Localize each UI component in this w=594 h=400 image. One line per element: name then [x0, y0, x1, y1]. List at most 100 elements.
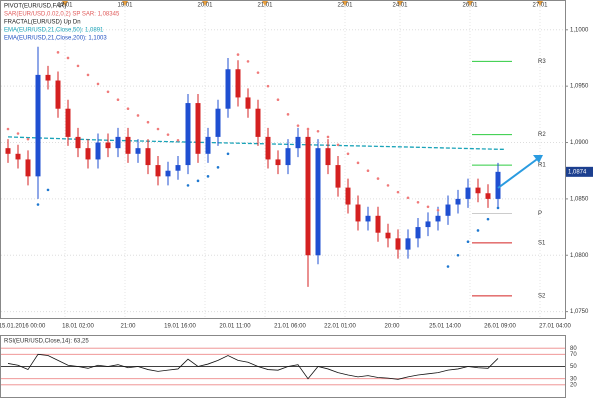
top-time-label: 24.01 — [392, 3, 408, 9]
bottom-time-label: 20.01 11:00 — [219, 324, 251, 330]
rsi-tick-label: 50 — [570, 364, 577, 370]
sar-dot — [246, 60, 250, 63]
candle-body — [415, 227, 421, 239]
y-tick-label: 1,0750 — [570, 309, 589, 315]
pivot-label: R1 — [538, 163, 546, 169]
bottom-time-label: 19.01 16:00 — [164, 324, 196, 330]
sar-dot — [436, 208, 440, 212]
projection-arrow — [497, 156, 541, 189]
sar-dot — [66, 56, 70, 60]
candle-body — [265, 136, 271, 160]
candle-body — [405, 238, 411, 250]
sar-dot — [206, 175, 210, 178]
sar-dot — [476, 229, 480, 232]
top-time-label: 20.01 — [197, 3, 213, 9]
period-marker — [202, 1, 208, 6]
sar-dot — [276, 98, 280, 101]
candle-body — [25, 159, 31, 177]
indicator-label: FRACTAL(EUR/USD) Up Dn — [4, 20, 81, 26]
rsi-title: RSI(EUR/USD,Close,14): 63,25 — [4, 339, 89, 345]
period-marker — [537, 1, 543, 6]
sar-dot — [296, 124, 300, 127]
sar-dot — [356, 161, 360, 165]
sar-dot — [176, 138, 180, 142]
candle-body — [385, 232, 391, 239]
candle-body — [5, 148, 11, 154]
candle-body — [165, 170, 171, 177]
sar-dot — [256, 71, 260, 74]
candle-body — [395, 238, 401, 250]
bottom-time-label: 20:00 — [384, 324, 400, 330]
sar-dot — [46, 188, 50, 192]
sar-dot — [346, 152, 350, 156]
sar-dot — [376, 177, 380, 180]
pivot-label: P — [538, 211, 542, 217]
period-marker — [342, 1, 348, 6]
sar-dot — [316, 129, 320, 133]
candle-body — [485, 193, 491, 199]
pivot-label: S1 — [538, 240, 546, 246]
candle-body — [455, 198, 461, 205]
candle-body — [215, 108, 221, 137]
sar-dot — [456, 253, 460, 257]
pivot-label: S2 — [538, 293, 546, 299]
sar-dot — [236, 53, 240, 56]
y-tick-label: 1,0800 — [570, 253, 589, 259]
price-label: 1,0874 — [568, 169, 587, 175]
top-time-label: 27.01 — [532, 3, 548, 9]
candle-body — [65, 108, 71, 137]
candle-body — [175, 165, 181, 171]
y-tick-label: 1,0900 — [570, 140, 589, 146]
sar-dot — [6, 127, 10, 131]
candle-body — [345, 187, 351, 205]
candle-body — [435, 215, 441, 222]
candle-body — [195, 103, 201, 154]
sar-dot — [336, 143, 340, 147]
sar-dot — [216, 166, 220, 169]
candle-body — [105, 142, 111, 149]
candle-body — [35, 74, 41, 177]
candle-body — [275, 159, 281, 166]
candle-body — [55, 80, 61, 109]
candle-body — [155, 165, 161, 177]
bottom-time-label: 25.01 14:00 — [429, 324, 461, 330]
candle-body — [355, 204, 361, 222]
sar-dot — [146, 120, 150, 124]
y-tick-label: 1,0950 — [570, 84, 589, 90]
candle-body — [15, 153, 21, 160]
sar-dot — [466, 240, 470, 244]
bottom-time-label: 26.01 09:00 — [484, 324, 516, 330]
sar-dot — [446, 265, 450, 268]
sar-dot — [396, 190, 400, 194]
period-marker — [467, 1, 473, 6]
candle-body — [445, 204, 451, 216]
sar-dot — [96, 82, 100, 86]
sar-dot — [196, 179, 200, 183]
candle-body — [295, 136, 301, 149]
indicator-label: EMA(EUR/USD,21,Close,50): 1,0891 — [4, 28, 104, 34]
top-time-label: 26.01 — [462, 3, 478, 9]
sar-dot — [126, 107, 130, 111]
candle-body — [115, 136, 121, 149]
bottom-time-label: 27.01 04:00 — [539, 324, 571, 330]
sar-dot — [86, 73, 90, 77]
candle-body — [205, 136, 211, 154]
rsi-tick-label: 70 — [570, 352, 577, 358]
candle-body — [365, 215, 371, 222]
bottom-time-label: 21.01 06:00 — [274, 324, 306, 330]
candle-body — [495, 171, 501, 199]
sar-dot — [186, 184, 190, 187]
sar-dot — [116, 98, 120, 101]
candle-body — [145, 148, 151, 166]
sar-dot — [266, 84, 270, 88]
sar-dot — [326, 135, 330, 139]
pivot-label: R3 — [538, 59, 546, 65]
sar-dot — [496, 206, 500, 210]
candle-body — [255, 108, 261, 137]
sar-dot — [426, 205, 430, 209]
sar-dot — [156, 127, 160, 131]
candle-body — [185, 103, 191, 166]
sar-dot — [56, 51, 60, 54]
sar-dot — [166, 133, 170, 136]
